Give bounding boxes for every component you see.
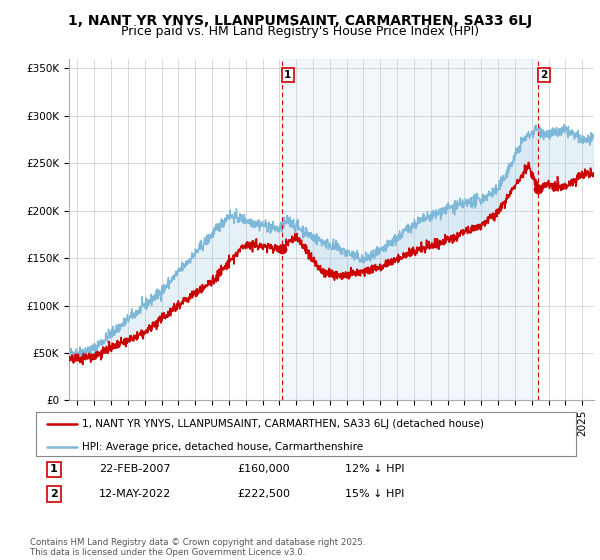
Text: 1: 1 xyxy=(50,464,58,474)
Bar xyxy=(281,59,538,400)
Text: 15% ↓ HPI: 15% ↓ HPI xyxy=(345,489,404,499)
Text: £160,000: £160,000 xyxy=(237,464,290,474)
Text: 2: 2 xyxy=(541,70,548,80)
Text: 2: 2 xyxy=(50,489,58,499)
Text: 1, NANT YR YNYS, LLANPUMSAINT, CARMARTHEN, SA33 6LJ (detached house): 1, NANT YR YNYS, LLANPUMSAINT, CARMARTHE… xyxy=(82,419,484,429)
Text: 1: 1 xyxy=(284,70,292,80)
Text: 12% ↓ HPI: 12% ↓ HPI xyxy=(345,464,404,474)
Text: £222,500: £222,500 xyxy=(237,489,290,499)
Text: 12-MAY-2022: 12-MAY-2022 xyxy=(99,489,171,499)
Text: 22-FEB-2007: 22-FEB-2007 xyxy=(99,464,170,474)
Text: Contains HM Land Registry data © Crown copyright and database right 2025.
This d: Contains HM Land Registry data © Crown c… xyxy=(30,538,365,557)
Text: 1, NANT YR YNYS, LLANPUMSAINT, CARMARTHEN, SA33 6LJ: 1, NANT YR YNYS, LLANPUMSAINT, CARMARTHE… xyxy=(68,14,532,28)
Text: HPI: Average price, detached house, Carmarthenshire: HPI: Average price, detached house, Carm… xyxy=(82,441,363,451)
Text: Price paid vs. HM Land Registry's House Price Index (HPI): Price paid vs. HM Land Registry's House … xyxy=(121,25,479,38)
